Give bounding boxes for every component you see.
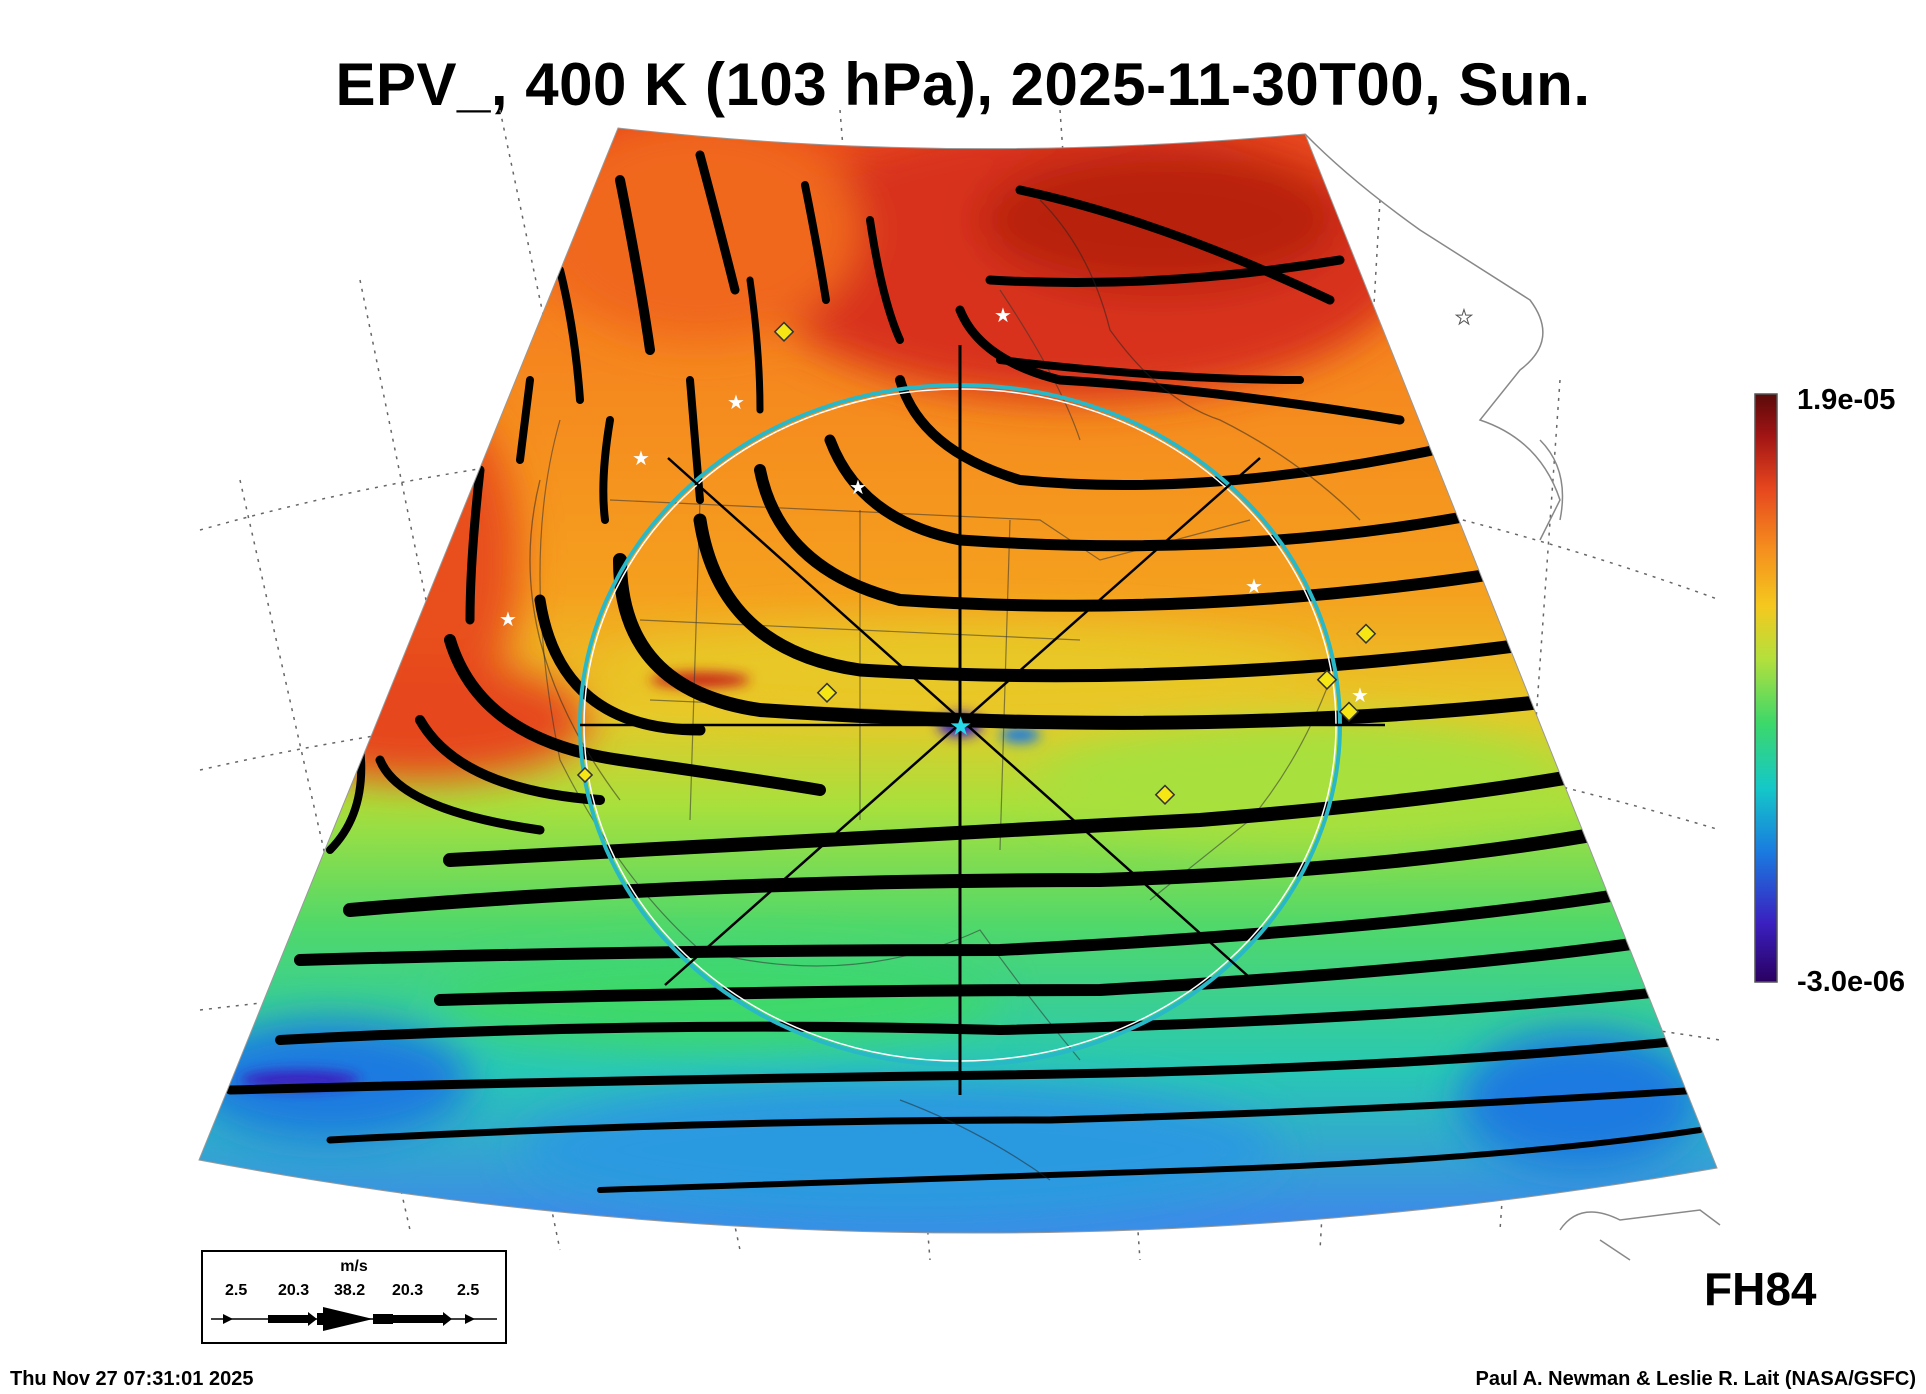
diamond-markers <box>576 321 1377 805</box>
colorbar-max-label: 1.9e-05 <box>1797 384 1896 416</box>
colorbar-min-label: -3.0e-06 <box>1797 966 1906 998</box>
wind-legend-value: 2.5 <box>225 1282 248 1299</box>
footer-credit: Paul A. Newman & Leslie R. Lait (NASA/GS… <box>1475 1368 1916 1390</box>
star-marker-icon: ★ <box>1351 683 1369 707</box>
wind-speed-legend: m/s 2.5 20.3 38.2 20.3 2.5 <box>201 1250 507 1344</box>
star-markers: ★ ★ ★ ★ ★ ★ ★ ★ ★ <box>499 303 1483 707</box>
footer-timestamp: Thu Nov 27 07:31:01 2025 <box>10 1368 254 1390</box>
wind-legend-value: 20.3 <box>392 1282 424 1299</box>
star-marker-icon: ★ <box>727 390 745 414</box>
star-marker-icon: ★ <box>1455 305 1473 329</box>
forecast-hour-label: FH84 <box>1704 1263 1817 1315</box>
wind-legend-value: 20.3 <box>278 1282 310 1299</box>
diamond-marker <box>1338 701 1360 722</box>
diamond-marker <box>1355 623 1377 644</box>
map-sector-outline <box>198 127 1718 1234</box>
wind-legend-value: 38.2 <box>334 1282 366 1299</box>
wind-legend-unit: m/s <box>340 1258 368 1275</box>
diamond-marker <box>1154 784 1176 805</box>
star-marker-icon: ★ <box>499 607 517 631</box>
star-marker-icon: ★ <box>1245 574 1263 598</box>
diamond-marker <box>1316 669 1338 690</box>
wind-legend-arrow <box>211 1307 497 1331</box>
coastlines <box>529 199 1361 1181</box>
diamond-marker <box>816 682 838 703</box>
crosshair-diagonal-2 <box>667 457 1259 986</box>
coastlines-outside <box>1304 133 1721 1261</box>
star-marker-icon: ★ <box>632 446 650 470</box>
target-ring: ★ <box>578 345 1385 1095</box>
star-marker-icon: ★ <box>1465 522 1483 546</box>
streamlines <box>225 150 1704 1193</box>
diamond-marker <box>576 766 594 784</box>
colorbar <box>1754 393 1778 983</box>
map-title: EPV_, 400 K (103 hPa), 2025-11-30T00, Su… <box>335 51 1591 118</box>
diamond-marker <box>773 321 795 342</box>
wind-legend-value: 2.5 <box>457 1282 480 1299</box>
star-marker-icon: ★ <box>994 303 1012 327</box>
star-marker-icon: ★ <box>849 475 867 499</box>
center-star-icon: ★ <box>949 712 972 742</box>
